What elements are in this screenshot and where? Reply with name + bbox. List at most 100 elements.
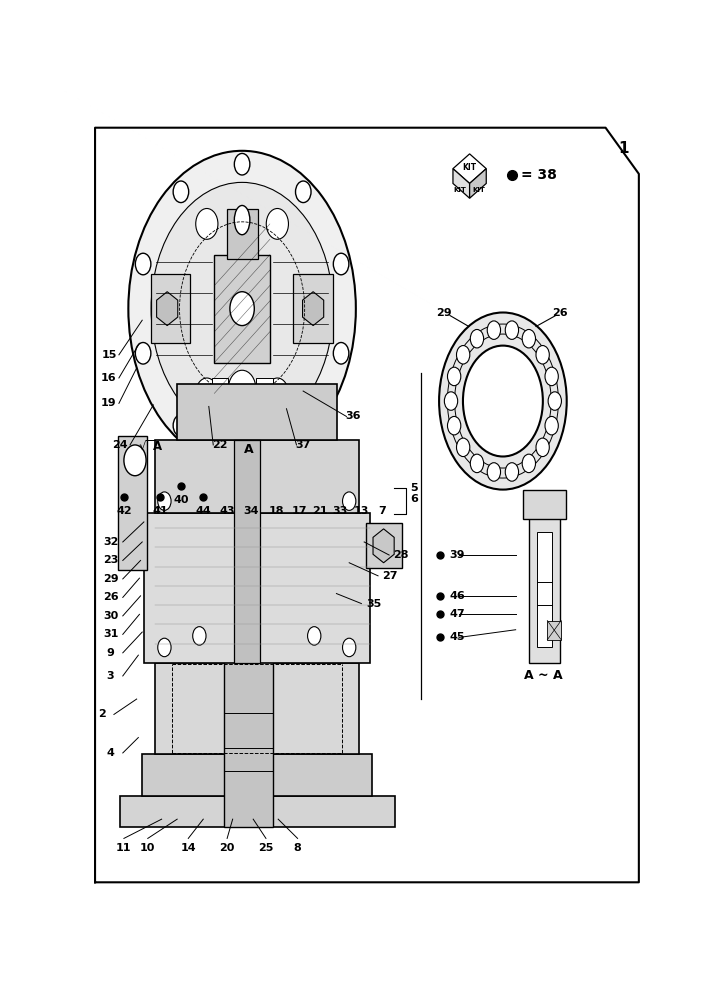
Polygon shape bbox=[303, 292, 324, 326]
Polygon shape bbox=[470, 169, 486, 198]
Circle shape bbox=[128, 151, 356, 466]
Ellipse shape bbox=[445, 392, 458, 410]
Text: 22: 22 bbox=[212, 440, 228, 450]
Text: 35: 35 bbox=[366, 599, 381, 609]
Circle shape bbox=[234, 153, 250, 175]
Text: 15: 15 bbox=[101, 350, 117, 360]
Text: 39: 39 bbox=[449, 550, 465, 560]
Text: 7: 7 bbox=[379, 506, 387, 516]
Circle shape bbox=[266, 378, 289, 409]
Text: 23: 23 bbox=[103, 555, 118, 565]
Text: 21: 21 bbox=[312, 506, 327, 516]
Text: 45: 45 bbox=[449, 632, 465, 642]
Text: 42: 42 bbox=[116, 506, 132, 516]
Circle shape bbox=[342, 638, 356, 657]
Text: 26: 26 bbox=[103, 592, 118, 602]
Text: 9: 9 bbox=[107, 648, 115, 658]
Circle shape bbox=[296, 415, 311, 436]
Text: KIT: KIT bbox=[473, 187, 485, 193]
Text: 3: 3 bbox=[107, 671, 115, 681]
Ellipse shape bbox=[457, 346, 470, 364]
Text: 14: 14 bbox=[180, 843, 196, 853]
Text: 31: 31 bbox=[103, 629, 118, 639]
Text: 13: 13 bbox=[354, 506, 369, 516]
Circle shape bbox=[124, 445, 146, 476]
Text: 19: 19 bbox=[101, 398, 117, 408]
Bar bbox=[547, 620, 561, 640]
Text: 34: 34 bbox=[243, 506, 259, 516]
Text: 37: 37 bbox=[296, 440, 311, 450]
Circle shape bbox=[158, 638, 171, 657]
Text: 1: 1 bbox=[618, 141, 629, 156]
Polygon shape bbox=[453, 154, 486, 183]
Circle shape bbox=[173, 415, 189, 436]
Circle shape bbox=[195, 208, 218, 239]
Ellipse shape bbox=[470, 454, 483, 473]
Text: 5: 5 bbox=[410, 483, 418, 493]
Bar bbox=[212, 378, 228, 409]
Circle shape bbox=[193, 627, 206, 645]
Bar bbox=[523, 490, 566, 519]
Ellipse shape bbox=[505, 321, 518, 339]
Circle shape bbox=[230, 292, 254, 326]
Bar bbox=[155, 663, 359, 754]
Bar bbox=[150, 274, 190, 343]
Ellipse shape bbox=[487, 321, 500, 339]
Ellipse shape bbox=[487, 463, 500, 481]
Text: 25: 25 bbox=[258, 843, 274, 853]
Text: = 38: = 38 bbox=[521, 168, 557, 182]
Ellipse shape bbox=[234, 205, 250, 235]
Circle shape bbox=[301, 293, 324, 324]
Text: 28: 28 bbox=[394, 550, 409, 560]
Text: KIT: KIT bbox=[463, 163, 477, 172]
Ellipse shape bbox=[522, 454, 536, 473]
Text: 10: 10 bbox=[140, 843, 155, 853]
Text: 29: 29 bbox=[103, 574, 118, 584]
Circle shape bbox=[160, 293, 183, 324]
Text: 26: 26 bbox=[552, 308, 568, 318]
Text: 41: 41 bbox=[153, 506, 168, 516]
Text: 33: 33 bbox=[333, 506, 348, 516]
Text: 24: 24 bbox=[112, 440, 128, 450]
Text: 32: 32 bbox=[103, 537, 118, 547]
Ellipse shape bbox=[505, 463, 518, 481]
Text: 46: 46 bbox=[449, 591, 465, 601]
Text: 40: 40 bbox=[173, 495, 189, 505]
Ellipse shape bbox=[545, 367, 558, 386]
Text: 47: 47 bbox=[449, 609, 465, 619]
Circle shape bbox=[334, 343, 349, 364]
Circle shape bbox=[308, 627, 321, 645]
Text: 16: 16 bbox=[101, 373, 117, 383]
Bar bbox=[293, 274, 333, 343]
Ellipse shape bbox=[457, 438, 470, 457]
Text: 11: 11 bbox=[116, 843, 132, 853]
Circle shape bbox=[463, 346, 543, 456]
Bar bbox=[177, 384, 337, 440]
Polygon shape bbox=[373, 529, 395, 563]
Circle shape bbox=[228, 370, 256, 409]
Text: KIT: KIT bbox=[454, 187, 467, 193]
Ellipse shape bbox=[548, 392, 561, 410]
Ellipse shape bbox=[522, 329, 536, 348]
Text: 18: 18 bbox=[268, 506, 284, 516]
Ellipse shape bbox=[448, 367, 461, 386]
Text: 29: 29 bbox=[436, 308, 451, 318]
Text: $\sqrt{\ }$A: $\sqrt{\ }$A bbox=[138, 440, 164, 454]
Ellipse shape bbox=[536, 346, 549, 364]
Text: 8: 8 bbox=[294, 843, 301, 853]
Text: 4: 4 bbox=[107, 748, 115, 758]
Circle shape bbox=[195, 378, 218, 409]
Bar bbox=[529, 517, 560, 663]
Polygon shape bbox=[157, 292, 178, 326]
Text: 27: 27 bbox=[382, 571, 398, 581]
Circle shape bbox=[151, 182, 333, 435]
Circle shape bbox=[158, 492, 171, 510]
Circle shape bbox=[234, 442, 250, 464]
Circle shape bbox=[266, 208, 289, 239]
Ellipse shape bbox=[448, 416, 461, 435]
Bar bbox=[120, 796, 395, 827]
Circle shape bbox=[342, 492, 356, 510]
Bar bbox=[224, 642, 273, 827]
Text: 6: 6 bbox=[410, 494, 418, 504]
Text: 36: 36 bbox=[345, 411, 361, 421]
